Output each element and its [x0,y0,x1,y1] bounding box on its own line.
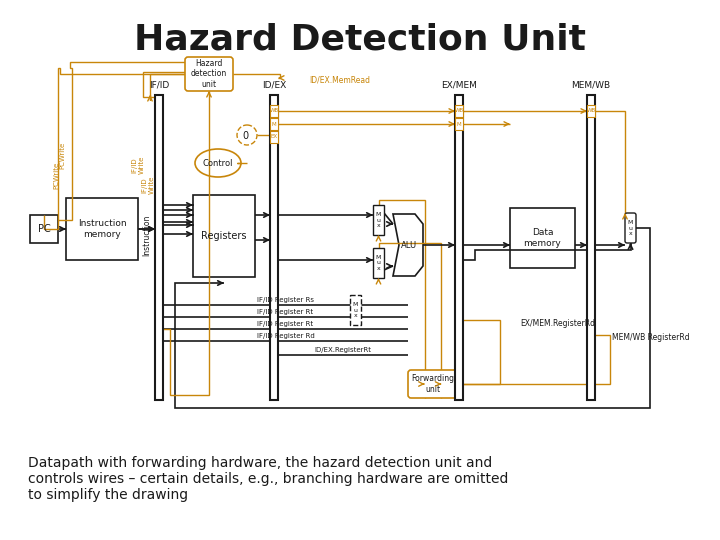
Text: M
u
x: M u x [628,220,633,237]
Text: IF/ID Register Rd: IF/ID Register Rd [256,333,315,339]
Bar [193,195,255,277]
Bar [30,215,58,243]
FancyBboxPatch shape [185,57,233,91]
Text: IF/ID
Write: IF/ID Write [132,156,145,174]
Text: PCWrite: PCWrite [53,161,59,188]
Bar [373,248,384,278]
Text: PCWrite: PCWrite [59,141,65,168]
Bar [66,198,138,260]
Text: M
u
x: M u x [353,302,358,318]
Text: IF/ID
Write: IF/ID Write [142,176,155,194]
Bar [455,118,463,130]
Text: Instruction
memory: Instruction memory [78,219,126,239]
Text: ID/EX: ID/EX [262,80,286,89]
Bar [510,208,575,268]
Text: EX/MEM: EX/MEM [441,80,477,89]
Text: ID/EX.MemRead: ID/EX.MemRead [310,76,371,84]
Text: M
u
x: M u x [376,212,381,228]
Bar [270,131,278,143]
Text: WB: WB [454,109,464,113]
Text: IF/ID Register Rt: IF/ID Register Rt [258,309,314,315]
Text: MEM/WB RegisterRd: MEM/WB RegisterRd [612,334,690,342]
Text: M: M [271,122,276,126]
Text: IF/ID: IF/ID [149,80,169,89]
Text: M: M [456,122,462,126]
Text: PC: PC [37,224,50,234]
Text: Hazard Detection Unit: Hazard Detection Unit [134,22,586,56]
Bar [155,95,163,400]
Text: Instruction: Instruction [143,214,151,255]
Bar [587,105,595,117]
Text: Datapath with forwarding hardware, the hazard detection unit and
controls wires : Datapath with forwarding hardware, the h… [28,456,508,502]
Text: IF/ID Register Rt: IF/ID Register Rt [258,321,314,327]
Text: M
u
x: M u x [376,255,381,271]
Ellipse shape [237,125,257,145]
Text: Data
memory: Data memory [523,228,562,248]
FancyBboxPatch shape [408,370,458,398]
Polygon shape [393,214,423,276]
Bar [587,95,595,400]
Text: 0: 0 [242,131,248,141]
Text: EX: EX [271,134,278,139]
Bar [455,95,463,400]
Text: Hazard
detection
unit: Hazard detection unit [191,59,227,89]
Text: WB: WB [586,109,595,113]
Bar [270,95,278,400]
Text: ID/EX.RegisterRt: ID/EX.RegisterRt [315,347,372,353]
Text: Control: Control [203,159,233,167]
Text: IF/ID Register Rs: IF/ID Register Rs [257,297,314,303]
Text: ALU: ALU [401,240,417,249]
Bar [270,118,278,130]
Bar [455,105,463,117]
Bar [350,295,361,325]
Text: EX/MEM.RegisterRd: EX/MEM.RegisterRd [520,319,595,327]
Text: WB: WB [269,109,279,113]
Text: Registers: Registers [202,231,247,241]
Bar [373,205,384,235]
Text: Forwarding
unit: Forwarding unit [412,374,454,394]
Ellipse shape [195,149,241,177]
Text: MEM/WB: MEM/WB [572,80,611,89]
Bar [270,105,278,117]
FancyBboxPatch shape [625,213,636,243]
